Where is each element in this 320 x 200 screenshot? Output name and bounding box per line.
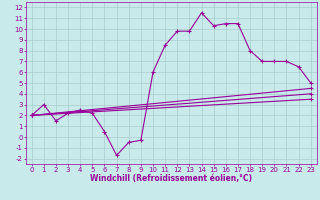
X-axis label: Windchill (Refroidissement éolien,°C): Windchill (Refroidissement éolien,°C) [90,174,252,183]
